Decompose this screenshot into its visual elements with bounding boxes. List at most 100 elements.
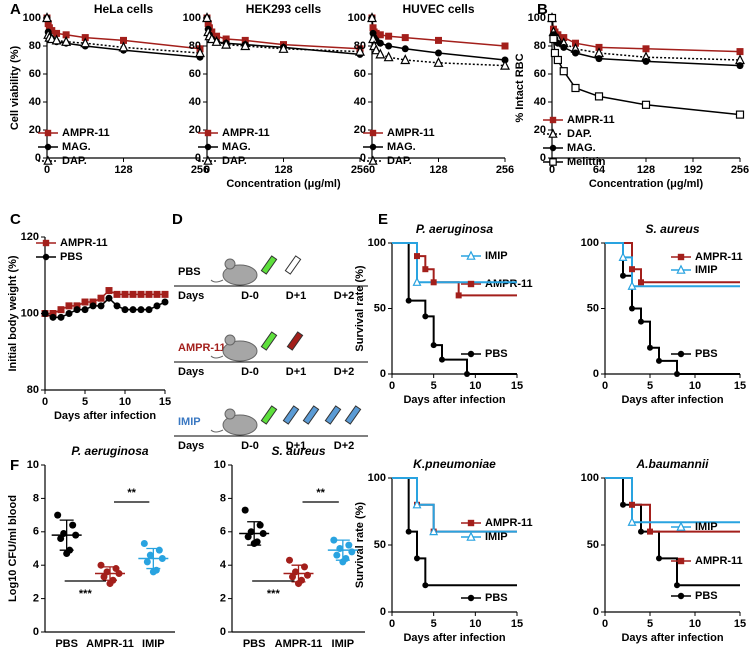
marker <box>455 292 462 299</box>
x-tick-label: 15 <box>511 380 523 392</box>
y-tick-label: 6 <box>220 526 226 538</box>
marker <box>53 29 61 37</box>
marker <box>113 302 121 310</box>
marker <box>153 302 161 310</box>
y-tick-label: 20 <box>534 124 546 136</box>
significance-label: *** <box>79 588 93 600</box>
x-tick-label: 0 <box>389 380 395 392</box>
y-tick-label: 40 <box>29 96 41 108</box>
day-label: D-0 <box>241 290 259 302</box>
data-point <box>146 551 154 559</box>
marker <box>120 36 127 44</box>
chart: P. aeruginosa Log10 CFU/ml blood 0 2 4 6 8 10 PB… <box>7 444 175 648</box>
y-tick-label: 80 <box>354 40 366 52</box>
x-tick-label: 10 <box>469 618 481 630</box>
data-point <box>149 568 157 576</box>
series-line <box>551 17 741 116</box>
x-tick-label: 128 <box>274 164 292 176</box>
y-tick-label: 0 <box>195 152 201 164</box>
chart: % Intact RBC Concentration (μg/ml) 0 20 40 60… <box>514 12 749 190</box>
x-tick-label: 5 <box>647 618 653 630</box>
legend-label: AMPR-11 <box>222 127 270 139</box>
legend-label: MAG. <box>567 142 596 154</box>
marker <box>48 27 56 35</box>
marker <box>80 37 91 48</box>
marker <box>629 305 635 312</box>
x-tick-label: 0 <box>602 618 608 630</box>
day-label: D+2 <box>334 366 355 378</box>
y-tick-label: 8 <box>33 492 39 504</box>
y-tick-label: 6 <box>33 526 39 538</box>
legend-marker <box>676 521 686 531</box>
legend-marker <box>676 264 686 274</box>
marker <box>430 342 437 349</box>
x-tick-label: 256 <box>191 164 209 176</box>
chart: HUVEC cells 0 20 40 60 80 100 0 128 256 AMPR-11 MAG… <box>348 2 515 176</box>
data-point <box>69 521 77 529</box>
marker <box>61 35 72 46</box>
x-tick-label: PBS <box>243 638 266 648</box>
marker <box>736 48 744 56</box>
marker <box>204 20 212 28</box>
marker <box>571 83 580 93</box>
marker <box>501 42 509 50</box>
x-tick-label: 0 <box>204 164 210 176</box>
marker <box>422 582 429 589</box>
y-axis-label: Survival rate (%) <box>354 502 366 589</box>
marker <box>206 33 217 44</box>
data-point <box>330 536 338 544</box>
y-tick-label: 100 <box>581 237 599 249</box>
data-point <box>304 571 311 579</box>
legend-label: DAP. <box>62 155 87 167</box>
chart: P. aeruginosa Survival rate (%) Days after… <box>354 222 533 406</box>
x-tick-label: 15 <box>159 396 171 408</box>
row-label: IMIP <box>178 416 201 428</box>
y-tick-label: 60 <box>189 68 201 80</box>
y-axis-label: Cell viability (%) <box>9 45 21 130</box>
marker <box>412 499 422 509</box>
x-tick-label: IMIP <box>332 638 355 648</box>
mouse-body <box>222 414 258 436</box>
marker <box>647 528 653 535</box>
data-point <box>106 580 114 588</box>
legend-marker <box>466 250 476 260</box>
marker <box>641 100 651 109</box>
y-tick-label: 10 <box>27 459 39 471</box>
data-point <box>348 548 356 556</box>
legend-label: DAP. <box>387 155 412 167</box>
legend-label: DAP. <box>567 128 592 140</box>
x-axis-label: Days after infection <box>621 394 723 406</box>
y-tick-label: 80 <box>534 40 546 52</box>
legend-label: IMIP <box>485 250 508 262</box>
survival-curve <box>392 242 517 284</box>
marker <box>638 318 644 325</box>
syringe <box>260 331 278 351</box>
marker <box>161 290 169 298</box>
marker <box>376 31 384 39</box>
y-tick-label: 50 <box>587 539 599 551</box>
y-tick-label: 50 <box>587 302 599 314</box>
marker <box>549 34 558 44</box>
legend-marker <box>369 129 377 137</box>
marker <box>385 42 393 50</box>
y-axis-label: Initial body weight (%) <box>7 255 19 371</box>
x-tick-label: PBS <box>55 638 78 648</box>
marker <box>65 302 73 310</box>
legend-marker <box>467 519 475 527</box>
data-point <box>143 558 151 566</box>
marker <box>736 62 744 70</box>
marker <box>57 313 65 321</box>
chart-title: HeLa cells <box>94 2 154 16</box>
marker <box>618 252 628 262</box>
marker <box>105 287 113 295</box>
marker <box>620 272 626 279</box>
x-tick-label: 10 <box>119 396 131 408</box>
x-tick-label: 5 <box>647 380 653 392</box>
x-tick-label: 15 <box>734 380 746 392</box>
y-tick-label: 80 <box>29 40 41 52</box>
marker <box>400 54 411 65</box>
chart: Initial body weight (%) Days after infect… <box>7 231 171 422</box>
day-label: D+1 <box>286 440 307 452</box>
mouse-tail <box>210 429 224 433</box>
